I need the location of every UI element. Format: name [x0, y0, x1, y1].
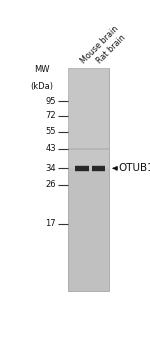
- Text: 43: 43: [45, 145, 56, 153]
- Text: 95: 95: [45, 97, 56, 106]
- Text: MW: MW: [34, 65, 50, 74]
- Text: 17: 17: [45, 219, 56, 228]
- Bar: [75, 166, 88, 171]
- Bar: [92, 166, 105, 171]
- Text: 72: 72: [45, 111, 56, 120]
- Text: OTUB1: OTUB1: [119, 163, 150, 173]
- Bar: [68, 148, 109, 150]
- Text: Mouse brain: Mouse brain: [79, 24, 120, 65]
- Text: Rat brain: Rat brain: [96, 33, 128, 65]
- Text: 55: 55: [45, 127, 56, 136]
- Text: (kDa): (kDa): [30, 82, 54, 91]
- Bar: [92, 165, 105, 172]
- Text: 26: 26: [45, 181, 56, 189]
- Text: 34: 34: [45, 164, 56, 173]
- Bar: [68, 68, 109, 291]
- Bar: [68, 68, 109, 168]
- Bar: [75, 165, 88, 172]
